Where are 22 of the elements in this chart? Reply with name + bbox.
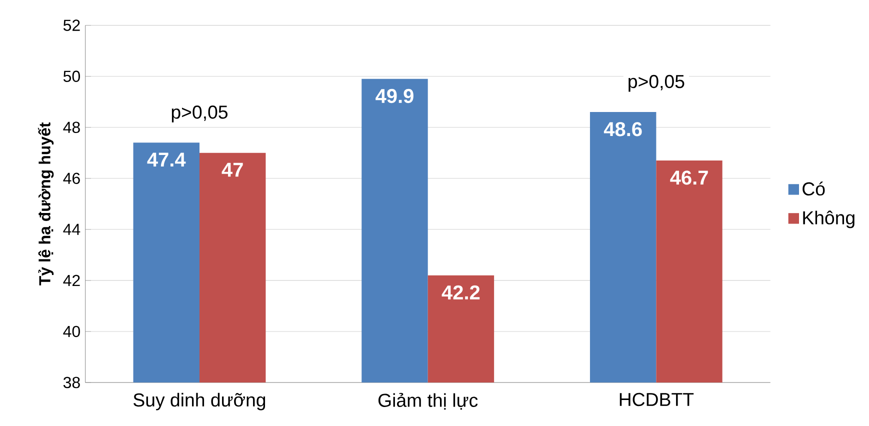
x-tick-label: HCDBTT	[620, 392, 694, 406]
data-label: 48.6	[604, 122, 642, 136]
y-tick-label: 44	[63, 224, 80, 235]
y-tick-label: 42	[63, 274, 80, 286]
annotation: p>0,05	[628, 74, 684, 92]
legend-label: Có	[802, 181, 825, 196]
y-tick-label: 46	[63, 172, 80, 184]
data-label: 46.7	[670, 170, 708, 184]
legend-label: Không	[803, 210, 854, 228]
y-tick-label: 52	[63, 19, 80, 31]
annotation: p>0,05	[172, 105, 228, 122]
y-tick-label: 48	[63, 121, 80, 133]
x-tick-label: Giảm thị lực	[378, 392, 478, 410]
x-tick-label: Suy dinh dưỡng	[134, 392, 266, 410]
data-label: 47	[222, 162, 243, 176]
data-label: 42.2	[442, 285, 480, 300]
y-axis-title: Tỷ lệ hạ đường huyết	[38, 122, 54, 286]
y-tick-label: 38	[63, 376, 80, 388]
data-label: 47.4	[147, 152, 186, 166]
data-label: 49.9	[376, 88, 414, 103]
y-tick-label: 50	[63, 70, 80, 82]
y-tick-label: 40	[63, 326, 80, 337]
